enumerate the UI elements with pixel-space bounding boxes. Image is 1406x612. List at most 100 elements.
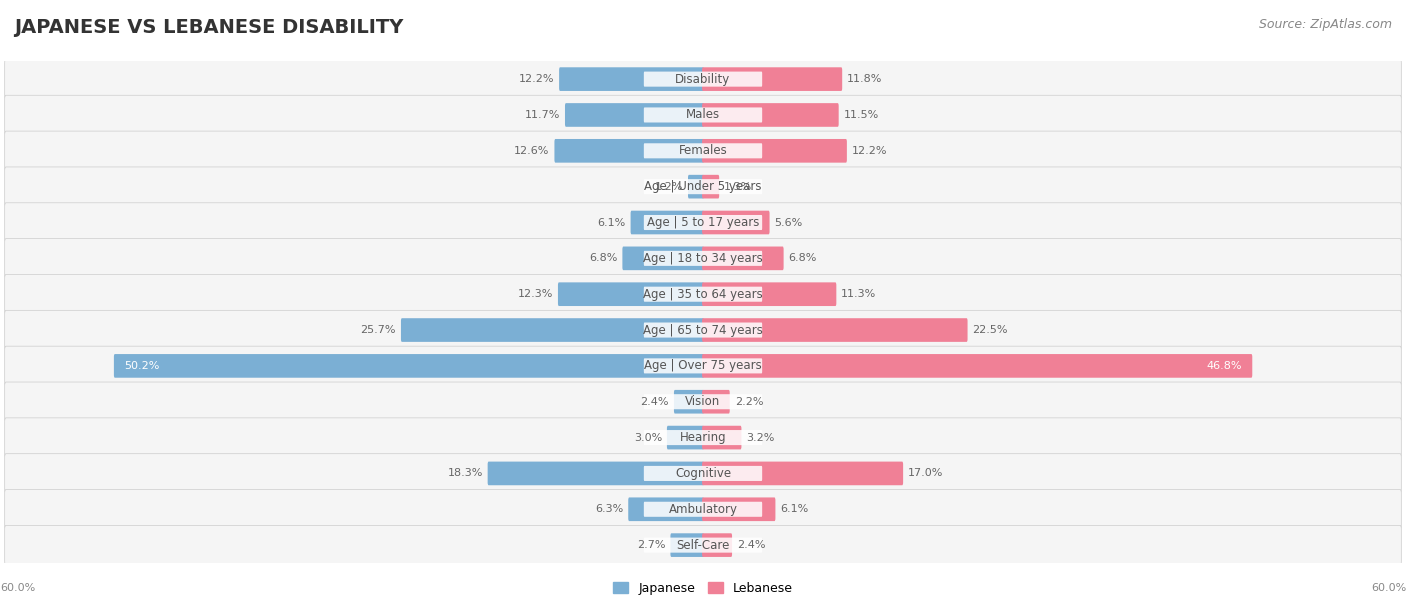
FancyBboxPatch shape — [4, 239, 1402, 278]
FancyBboxPatch shape — [644, 179, 762, 194]
Text: 11.3%: 11.3% — [841, 289, 876, 299]
FancyBboxPatch shape — [702, 139, 846, 163]
Text: Age | Over 75 years: Age | Over 75 years — [644, 359, 762, 372]
Text: 17.0%: 17.0% — [908, 468, 943, 479]
Text: 6.1%: 6.1% — [780, 504, 808, 514]
FancyBboxPatch shape — [702, 175, 720, 198]
Text: 1.2%: 1.2% — [655, 182, 683, 192]
Text: 6.3%: 6.3% — [595, 504, 623, 514]
Text: Males: Males — [686, 108, 720, 121]
Text: 5.6%: 5.6% — [775, 217, 803, 228]
FancyBboxPatch shape — [560, 67, 704, 91]
FancyBboxPatch shape — [4, 382, 1402, 422]
FancyBboxPatch shape — [4, 167, 1402, 206]
Text: 6.8%: 6.8% — [789, 253, 817, 263]
FancyBboxPatch shape — [4, 275, 1402, 314]
Text: 11.7%: 11.7% — [524, 110, 560, 120]
Text: Age | 5 to 17 years: Age | 5 to 17 years — [647, 216, 759, 229]
Text: 50.2%: 50.2% — [124, 361, 159, 371]
FancyBboxPatch shape — [623, 247, 704, 270]
FancyBboxPatch shape — [644, 394, 762, 409]
FancyBboxPatch shape — [644, 251, 762, 266]
FancyBboxPatch shape — [4, 418, 1402, 457]
Text: 12.2%: 12.2% — [852, 146, 887, 156]
Text: 60.0%: 60.0% — [0, 583, 35, 592]
Text: 11.8%: 11.8% — [846, 74, 883, 84]
FancyBboxPatch shape — [702, 426, 741, 449]
FancyBboxPatch shape — [401, 318, 704, 342]
Text: Hearing: Hearing — [679, 431, 727, 444]
Text: Age | 18 to 34 years: Age | 18 to 34 years — [643, 252, 763, 265]
Text: 18.3%: 18.3% — [447, 468, 482, 479]
FancyBboxPatch shape — [666, 426, 704, 449]
Text: 11.5%: 11.5% — [844, 110, 879, 120]
FancyBboxPatch shape — [702, 282, 837, 306]
FancyBboxPatch shape — [644, 430, 762, 445]
FancyBboxPatch shape — [702, 461, 903, 485]
FancyBboxPatch shape — [644, 502, 762, 517]
FancyBboxPatch shape — [488, 461, 704, 485]
FancyBboxPatch shape — [4, 310, 1402, 350]
Text: Age | 35 to 64 years: Age | 35 to 64 years — [643, 288, 763, 300]
FancyBboxPatch shape — [4, 453, 1402, 493]
FancyBboxPatch shape — [644, 72, 762, 87]
Text: 6.8%: 6.8% — [589, 253, 617, 263]
Text: 60.0%: 60.0% — [1371, 583, 1406, 592]
Text: Cognitive: Cognitive — [675, 467, 731, 480]
FancyBboxPatch shape — [671, 533, 704, 557]
FancyBboxPatch shape — [702, 67, 842, 91]
FancyBboxPatch shape — [702, 247, 783, 270]
Text: Self-Care: Self-Care — [676, 539, 730, 551]
Text: 3.0%: 3.0% — [634, 433, 662, 442]
Text: 3.2%: 3.2% — [747, 433, 775, 442]
Text: Females: Females — [679, 144, 727, 157]
Text: 1.3%: 1.3% — [724, 182, 752, 192]
FancyBboxPatch shape — [4, 131, 1402, 171]
FancyBboxPatch shape — [4, 59, 1402, 99]
FancyBboxPatch shape — [702, 318, 967, 342]
FancyBboxPatch shape — [644, 215, 762, 230]
Text: Source: ZipAtlas.com: Source: ZipAtlas.com — [1258, 18, 1392, 31]
FancyBboxPatch shape — [673, 390, 704, 414]
FancyBboxPatch shape — [702, 103, 838, 127]
FancyBboxPatch shape — [644, 359, 762, 373]
Text: 2.4%: 2.4% — [737, 540, 765, 550]
FancyBboxPatch shape — [702, 354, 1253, 378]
Text: Age | Under 5 years: Age | Under 5 years — [644, 180, 762, 193]
Text: 22.5%: 22.5% — [973, 325, 1008, 335]
Text: 2.7%: 2.7% — [637, 540, 665, 550]
FancyBboxPatch shape — [4, 346, 1402, 386]
Text: Vision: Vision — [685, 395, 721, 408]
FancyBboxPatch shape — [628, 498, 704, 521]
FancyBboxPatch shape — [688, 175, 704, 198]
FancyBboxPatch shape — [644, 108, 762, 122]
Text: 46.8%: 46.8% — [1206, 361, 1241, 371]
Text: 25.7%: 25.7% — [360, 325, 396, 335]
FancyBboxPatch shape — [644, 323, 762, 338]
FancyBboxPatch shape — [644, 286, 762, 302]
Text: 2.2%: 2.2% — [734, 397, 763, 407]
FancyBboxPatch shape — [4, 490, 1402, 529]
Text: 12.6%: 12.6% — [515, 146, 550, 156]
FancyBboxPatch shape — [630, 211, 704, 234]
FancyBboxPatch shape — [702, 211, 769, 234]
Text: 12.2%: 12.2% — [519, 74, 554, 84]
FancyBboxPatch shape — [4, 203, 1402, 242]
FancyBboxPatch shape — [644, 143, 762, 159]
Text: 6.1%: 6.1% — [598, 217, 626, 228]
Text: Age | 65 to 74 years: Age | 65 to 74 years — [643, 324, 763, 337]
FancyBboxPatch shape — [565, 103, 704, 127]
Text: Disability: Disability — [675, 73, 731, 86]
Text: 2.4%: 2.4% — [641, 397, 669, 407]
FancyBboxPatch shape — [4, 95, 1402, 135]
FancyBboxPatch shape — [558, 282, 704, 306]
FancyBboxPatch shape — [644, 466, 762, 481]
Text: JAPANESE VS LEBANESE DISABILITY: JAPANESE VS LEBANESE DISABILITY — [14, 18, 404, 37]
FancyBboxPatch shape — [554, 139, 704, 163]
Text: 12.3%: 12.3% — [517, 289, 553, 299]
FancyBboxPatch shape — [114, 354, 704, 378]
Legend: Japanese, Lebanese: Japanese, Lebanese — [609, 577, 797, 600]
FancyBboxPatch shape — [644, 537, 762, 553]
FancyBboxPatch shape — [702, 533, 733, 557]
FancyBboxPatch shape — [702, 498, 776, 521]
